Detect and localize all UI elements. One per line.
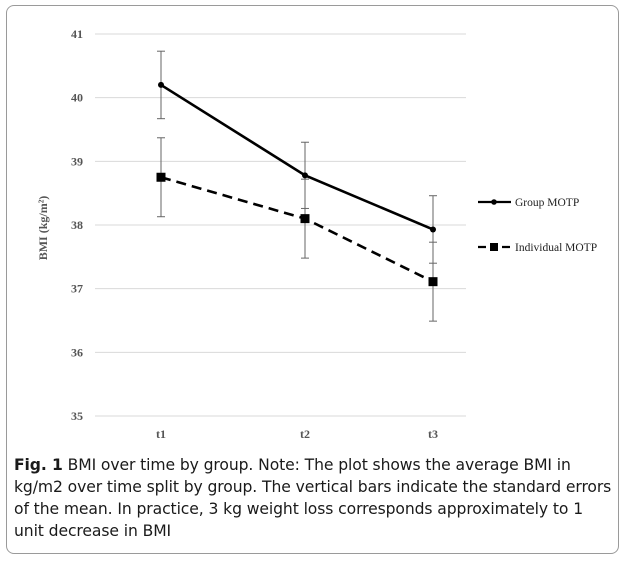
data-point-individual-motp-t3	[428, 277, 438, 287]
caption-label: Fig. 1	[14, 456, 63, 474]
y-tick-label-35: 35	[71, 409, 83, 423]
figure-caption: Fig. 1 BMI over time by group. Note: The…	[14, 454, 614, 542]
series-line-individual-motp	[160, 176, 434, 283]
legend-label-individual-motp: Individual MOTP	[515, 242, 597, 254]
data-point-group-motp-t1	[158, 81, 164, 88]
y-axis-label: BMI (kg/m²)	[36, 196, 50, 261]
data-point-group-motp-t2	[302, 172, 308, 179]
data-point-individual-motp-t1	[156, 172, 166, 182]
x-tick-labels: t1 t2 t3	[156, 427, 438, 441]
series-group	[156, 50, 438, 322]
legend-marker-individual-motp	[490, 243, 498, 251]
y-tick-label-39: 39	[71, 154, 83, 168]
legend-label-group-motp: Group MOTP	[515, 197, 579, 209]
x-tick-label-t2: t2	[300, 427, 310, 441]
y-tick-label-38: 38	[71, 218, 83, 232]
figure-frame	[6, 5, 619, 554]
legend: Group MOTP Individual MOTP	[478, 197, 597, 254]
y-tick-label-37: 37	[71, 282, 83, 296]
x-tick-label-t1: t1	[156, 427, 166, 441]
y-tick-label-40: 40	[71, 91, 83, 105]
y-tick-labels: 35 36 37 38 39 40 41	[71, 27, 83, 423]
x-tick-label-t3: t3	[428, 427, 438, 441]
y-tick-label-41: 41	[71, 27, 83, 41]
data-point-group-motp-t3	[430, 226, 436, 233]
data-point-individual-motp-t2	[300, 214, 310, 224]
bmi-chart: 35 36 37 38 39 40 41 t1 t2 t3 Group MOTP Individu…	[36, 27, 597, 441]
caption-text: BMI over time by group. Note: The plot s…	[14, 456, 612, 540]
series-line-group-motp	[160, 83, 434, 231]
legend-marker-group-motp	[491, 199, 497, 205]
y-tick-label-36: 36	[71, 345, 83, 359]
grid-lines	[95, 33, 466, 417]
